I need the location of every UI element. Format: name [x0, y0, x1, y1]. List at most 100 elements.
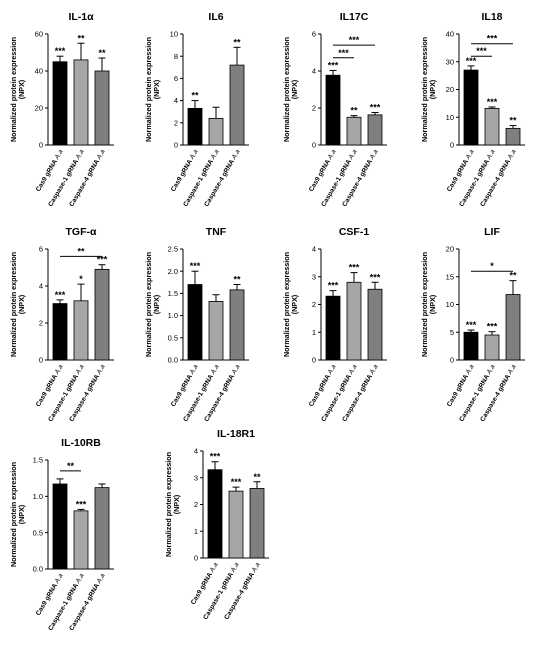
bar — [229, 289, 245, 361]
bar — [52, 303, 68, 361]
y-tick-label: 4 — [194, 447, 198, 456]
y-tick-label: 4 — [174, 96, 178, 105]
x-tick-label-species: A.a — [53, 572, 65, 585]
bar — [463, 331, 479, 361]
y-axis-unit: (NPX) — [290, 79, 299, 99]
y-axis-label: Normalized protein expression — [282, 37, 291, 142]
y-tick-label: 0 — [39, 356, 43, 365]
y-tick-label: 6 — [39, 245, 43, 254]
chart-panel-3: IL17C Normalized protein expression (NPX) 0… — [282, 11, 387, 208]
x-tick-label-species: A.a — [464, 363, 476, 376]
x-tick-label-species: A.a — [464, 148, 476, 161]
bar — [346, 116, 362, 146]
significance-label: * — [79, 274, 83, 284]
y-tick-label: 0 — [194, 554, 198, 563]
x-tick-label-species: A.a — [229, 561, 241, 574]
x-tick-label-species: A.a — [188, 363, 200, 376]
significance-label: *** — [97, 255, 108, 265]
y-axis-label: Normalized protein expression — [164, 452, 173, 557]
significance-label: ** — [509, 116, 517, 126]
x-tick-label-species: A.a — [188, 148, 200, 161]
y-tick-label: 0 — [312, 141, 316, 150]
bar — [505, 127, 521, 146]
significance-label: *** — [55, 290, 66, 300]
x-tick-label-species: A.a — [368, 148, 380, 161]
bracket-significance-label: ** — [67, 461, 75, 471]
y-tick-label: 30 — [446, 57, 454, 66]
y-tick-label: 10 — [446, 300, 454, 309]
y-axis-unit: (NPX) — [17, 504, 26, 524]
bar — [505, 294, 521, 361]
x-tick-label-species: A.a — [326, 148, 338, 161]
y-tick-label: 0 — [39, 141, 43, 150]
y-tick-label: 8 — [174, 52, 178, 61]
chart-title: TGF-α — [66, 226, 97, 238]
x-tick-label-species: A.a — [326, 363, 338, 376]
y-tick-label: 4 — [312, 67, 316, 76]
x-tick-label-species: A.a — [506, 148, 518, 161]
x-tick-label-species: A.a — [95, 363, 107, 376]
bar — [229, 64, 245, 146]
bar — [187, 107, 203, 146]
y-tick-label: 20 — [35, 104, 43, 113]
bar — [367, 288, 383, 361]
significance-label: *** — [328, 60, 339, 70]
significance-label: *** — [370, 272, 381, 282]
y-tick-label: 60 — [35, 30, 43, 39]
y-tick-label: 2 — [312, 300, 316, 309]
chart-title: CSF-1 — [339, 226, 369, 238]
bar — [73, 510, 89, 570]
chart-title: IL-10RB — [61, 437, 101, 449]
bar — [52, 61, 68, 146]
significance-label: *** — [349, 263, 360, 273]
y-tick-label: 1.0 — [168, 311, 178, 320]
y-axis-unit: (NPX) — [152, 79, 161, 99]
y-tick-label: 1 — [194, 527, 198, 536]
bar — [207, 469, 223, 559]
bracket-significance-label: ** — [77, 246, 85, 256]
bar — [73, 300, 89, 361]
y-tick-label: 0.0 — [33, 565, 43, 574]
y-tick-label: 3 — [194, 473, 198, 482]
y-tick-label: 1.5 — [33, 456, 43, 465]
chart-title: IL17C — [340, 11, 369, 23]
y-axis-label: Normalized protein expression — [9, 37, 18, 142]
y-tick-label: 40 — [446, 30, 454, 39]
y-axis-label: Normalized protein expression — [144, 252, 153, 357]
y-tick-label: 15 — [446, 272, 454, 281]
bar — [484, 107, 500, 146]
bar — [94, 268, 110, 361]
y-tick-label: 0 — [174, 141, 178, 150]
y-axis-label: Normalized protein expression — [144, 37, 153, 142]
x-tick-label-species: A.a — [230, 148, 242, 161]
significance-label: *** — [466, 56, 477, 66]
bar — [208, 300, 224, 361]
significance-label: *** — [210, 452, 221, 462]
bracket-significance-label: *** — [476, 46, 487, 56]
y-tick-label: 0 — [312, 356, 316, 365]
y-tick-label: 0 — [450, 141, 454, 150]
y-tick-label: 1 — [312, 328, 316, 337]
bar — [94, 487, 110, 570]
chart-panel-9: IL-10RB Normalized protein expression (NPX… — [9, 437, 114, 632]
significance-label: ** — [77, 33, 85, 43]
y-axis-unit: (NPX) — [152, 294, 161, 314]
x-tick-label-species: A.a — [74, 363, 86, 376]
bar — [208, 117, 224, 146]
y-tick-label: 1.0 — [33, 492, 43, 501]
y-axis-unit: (NPX) — [290, 294, 299, 314]
y-tick-label: 5 — [450, 328, 454, 337]
bar — [346, 281, 362, 361]
bracket-significance-label: *** — [338, 48, 349, 58]
y-tick-label: 20 — [446, 85, 454, 94]
y-axis-unit: (NPX) — [172, 494, 181, 514]
bracket-significance-label: * — [490, 261, 494, 271]
chart-title: IL18 — [481, 11, 502, 23]
x-tick-label-species: A.a — [209, 363, 221, 376]
bar — [484, 334, 500, 361]
y-tick-label: 0.5 — [33, 528, 43, 537]
y-axis-label: Normalized protein expression — [282, 252, 291, 357]
y-tick-label: 1.5 — [168, 289, 178, 298]
x-tick-label-species: A.a — [74, 148, 86, 161]
significance-label: *** — [55, 46, 66, 56]
